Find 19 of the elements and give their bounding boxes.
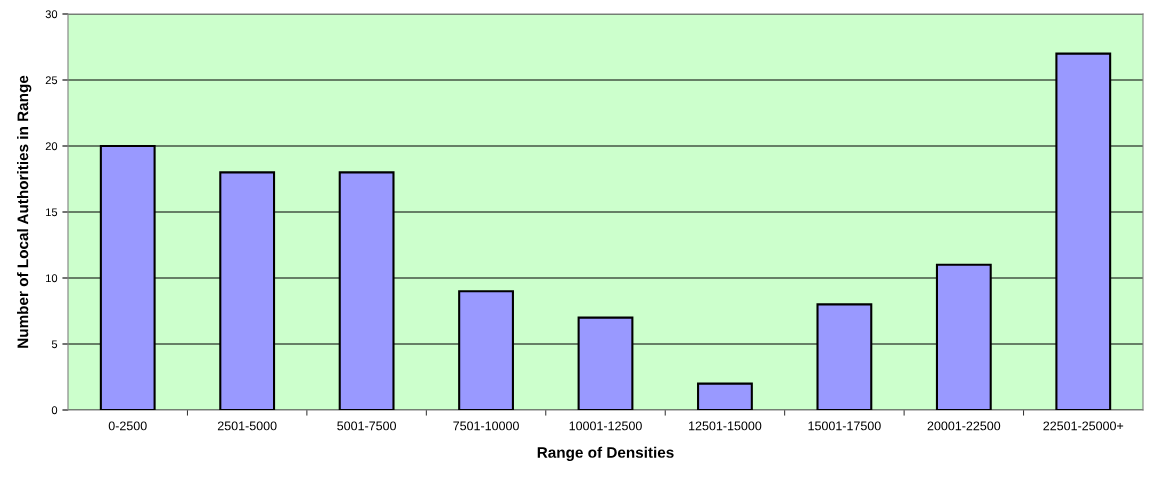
x-tick-label: 20001-22500 bbox=[927, 421, 1001, 431]
x-tick-label: 5001-7500 bbox=[337, 421, 397, 431]
x-tick-label: 0-2500 bbox=[108, 421, 147, 431]
y-tick-label: 30 bbox=[45, 10, 58, 19]
y-tick-label: 5 bbox=[51, 340, 58, 349]
y-tick-label: 10 bbox=[46, 274, 58, 283]
y-tick-label: 15 bbox=[46, 208, 58, 217]
y-tick-label: 0 bbox=[51, 406, 58, 415]
x-tick-label: 12501-15000 bbox=[689, 421, 762, 431]
y-axis-title: Number of Local Authorities in Range bbox=[17, 75, 32, 348]
x-tick-label: 15001-17500 bbox=[808, 421, 881, 431]
y-tick-label: 20 bbox=[45, 142, 58, 151]
x-axis-title: Range of Densities bbox=[537, 446, 674, 461]
x-tick-label: 7501-10000 bbox=[453, 421, 519, 431]
y-tick-label: 25 bbox=[45, 76, 58, 85]
x-tick-label: 22501-25000+ bbox=[1043, 421, 1124, 431]
x-tick-label: 2501-5000 bbox=[217, 421, 277, 431]
x-tick-label: 10001-12500 bbox=[569, 421, 642, 431]
bar bbox=[697, 382, 753, 410]
